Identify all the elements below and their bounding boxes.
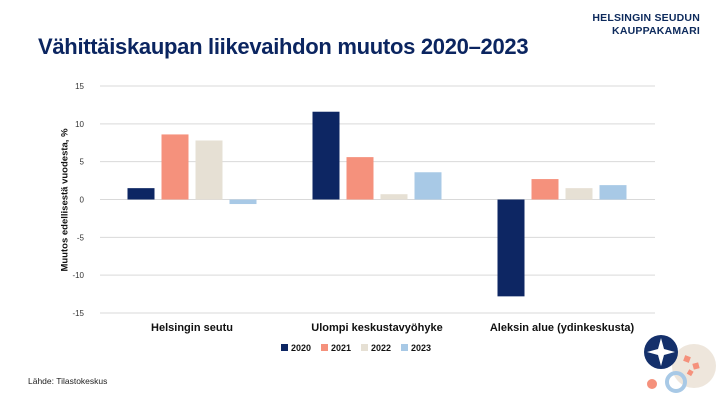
legend-label-2023: 2023	[411, 343, 431, 353]
brand-line-1: HELSINGIN SEUDUN	[592, 12, 700, 24]
source-note: Lähde: Tilastokeskus	[28, 376, 108, 386]
bar-2021-2	[531, 179, 559, 200]
deco-coral-dot	[647, 379, 657, 389]
bars	[127, 111, 627, 297]
y-tick-label: -5	[77, 233, 85, 242]
legend-swatch-2022	[361, 344, 368, 351]
bar-2023-0	[229, 199, 257, 205]
gridlines	[100, 85, 655, 314]
y-tick-label: 10	[75, 120, 84, 129]
legend-label-2022: 2022	[371, 343, 391, 353]
legend-swatch-2020	[281, 344, 288, 351]
bar-2023-1	[414, 172, 442, 200]
bar-2022-0	[195, 140, 223, 200]
y-tick-label: 15	[75, 82, 84, 91]
deco-coral-square-2	[692, 362, 700, 370]
bar-2020-1	[312, 111, 340, 200]
deco-light-blue-ring	[665, 371, 687, 393]
legend-label-2020: 2020	[291, 343, 311, 353]
bar-2020-2	[497, 199, 525, 297]
bar-2021-1	[346, 157, 374, 200]
y-tick-label: 0	[80, 196, 85, 205]
legend-label-2021: 2021	[331, 343, 351, 353]
y-tick-label: -15	[72, 309, 84, 318]
deco-coral-square-1	[683, 355, 691, 363]
deco-star-cutout	[647, 338, 675, 366]
legend-swatch-2023	[401, 344, 408, 351]
y-tick-labels: 15 10 5 0 -5 -10 -15	[72, 82, 84, 318]
bar-2023-2	[599, 185, 627, 200]
bar-2022-2	[565, 188, 593, 200]
y-tick-label: 5	[80, 158, 85, 167]
bar-2021-0	[161, 134, 189, 200]
legend-swatch-2021	[321, 344, 328, 351]
x-category-labels: Helsingin seutu Ulompi keskustavyöhyke Ale…	[151, 322, 634, 334]
bar-2022-1	[380, 194, 408, 200]
deco-coral-square-3	[686, 369, 694, 377]
brand-logo-text: HELSINGIN SEUDUN KAUPPAKAMARI	[592, 12, 700, 37]
decorative-shapes	[644, 335, 716, 393]
y-tick-label: -10	[72, 271, 84, 280]
x-category-label: Aleksin alue (ydinkeskusta)	[490, 322, 635, 334]
brand-line-2: KAUPPAKAMARI	[612, 24, 700, 37]
legend: 2020 2021 2022 2023	[281, 343, 431, 353]
chart-title: Vähittäiskaupan liikevaihdon muutos 2020…	[38, 34, 529, 59]
x-category-label: Ulompi keskustavyöhyke	[311, 322, 442, 334]
bar-2020-0	[127, 188, 155, 200]
x-category-label: Helsingin seutu	[151, 322, 233, 334]
